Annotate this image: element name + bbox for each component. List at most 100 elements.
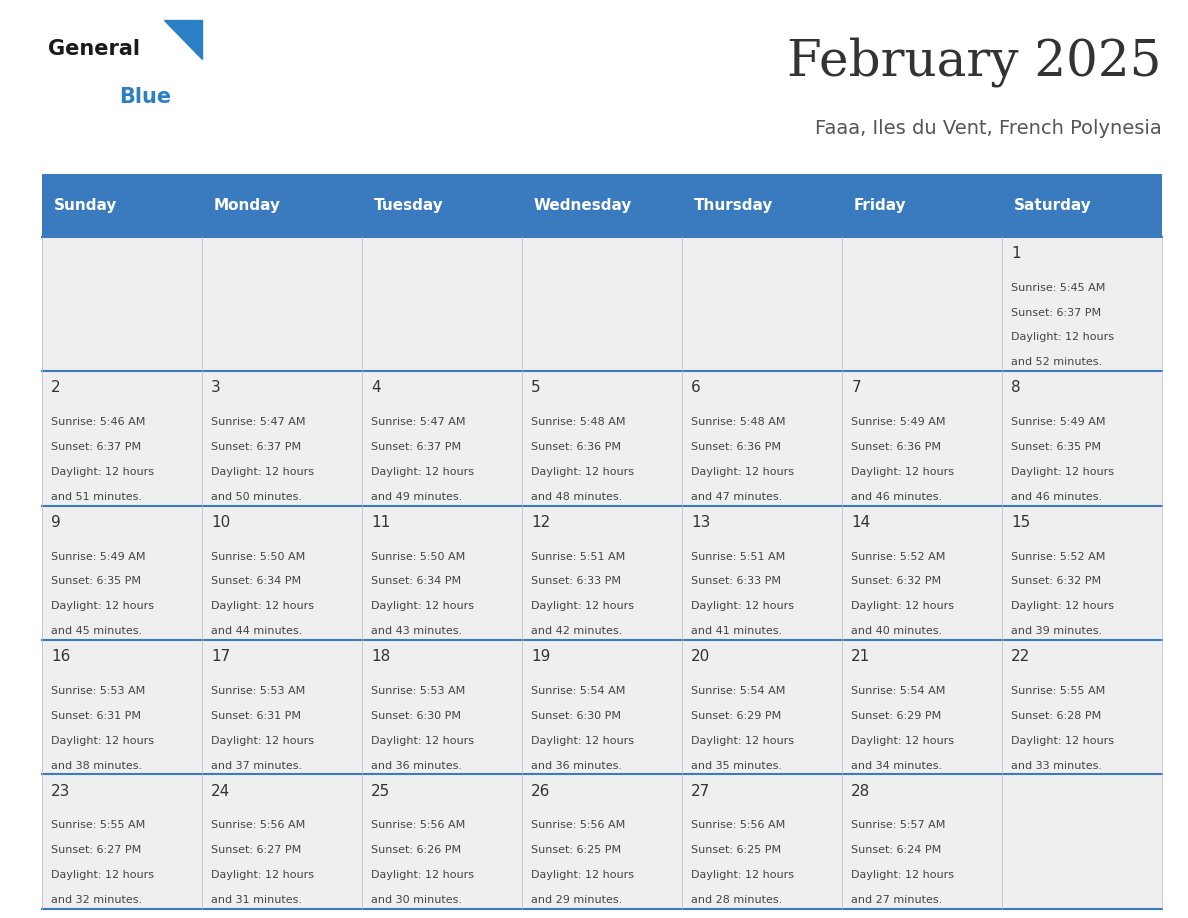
Text: Sunrise: 5:57 AM: Sunrise: 5:57 AM [852,821,946,830]
Text: Daylight: 12 hours: Daylight: 12 hours [51,735,154,745]
Text: Sunset: 6:30 PM: Sunset: 6:30 PM [371,711,461,721]
Text: Sunrise: 5:56 AM: Sunrise: 5:56 AM [211,821,305,830]
Text: Sunset: 6:31 PM: Sunset: 6:31 PM [211,711,301,721]
Text: Sunday: Sunday [53,198,116,213]
Text: Sunset: 6:24 PM: Sunset: 6:24 PM [852,845,942,856]
Text: Tuesday: Tuesday [373,198,443,213]
Text: Sunset: 6:28 PM: Sunset: 6:28 PM [1011,711,1101,721]
FancyBboxPatch shape [202,640,361,775]
Text: 7: 7 [852,380,861,396]
Text: and 50 minutes.: and 50 minutes. [211,492,302,502]
Text: 23: 23 [51,784,70,799]
Text: Sunrise: 5:45 AM: Sunrise: 5:45 AM [1011,283,1106,293]
FancyBboxPatch shape [522,237,682,371]
Text: Wednesday: Wednesday [533,198,632,213]
Text: Monday: Monday [214,198,280,213]
Text: Sunset: 6:26 PM: Sunset: 6:26 PM [371,845,461,856]
Text: Sunrise: 5:53 AM: Sunrise: 5:53 AM [371,686,466,696]
Text: and 47 minutes.: and 47 minutes. [691,492,783,502]
Text: Sunset: 6:33 PM: Sunset: 6:33 PM [531,577,621,587]
Text: Daylight: 12 hours: Daylight: 12 hours [691,870,795,880]
Text: Sunrise: 5:49 AM: Sunrise: 5:49 AM [51,552,146,562]
Text: Daylight: 12 hours: Daylight: 12 hours [211,870,314,880]
Text: Daylight: 12 hours: Daylight: 12 hours [852,735,954,745]
Text: Sunset: 6:31 PM: Sunset: 6:31 PM [51,711,141,721]
Text: 21: 21 [852,649,871,665]
Text: Sunrise: 5:51 AM: Sunrise: 5:51 AM [691,552,785,562]
FancyBboxPatch shape [522,775,682,909]
Text: and 35 minutes.: and 35 minutes. [691,760,782,770]
FancyBboxPatch shape [361,371,522,506]
Text: Sunset: 6:27 PM: Sunset: 6:27 PM [211,845,302,856]
FancyBboxPatch shape [42,237,202,371]
Text: Sunrise: 5:52 AM: Sunrise: 5:52 AM [852,552,946,562]
Text: 4: 4 [371,380,381,396]
Text: Daylight: 12 hours: Daylight: 12 hours [531,467,634,476]
Text: Sunrise: 5:49 AM: Sunrise: 5:49 AM [1011,417,1106,427]
Text: 27: 27 [691,784,710,799]
Text: and 27 minutes.: and 27 minutes. [852,895,942,905]
Text: Sunrise: 5:48 AM: Sunrise: 5:48 AM [691,417,785,427]
FancyBboxPatch shape [202,775,361,909]
Text: Sunrise: 5:46 AM: Sunrise: 5:46 AM [51,417,145,427]
FancyBboxPatch shape [682,775,842,909]
Text: 14: 14 [852,515,871,530]
Text: Sunset: 6:33 PM: Sunset: 6:33 PM [691,577,782,587]
Text: and 33 minutes.: and 33 minutes. [1011,760,1102,770]
FancyBboxPatch shape [842,237,1001,371]
Text: Daylight: 12 hours: Daylight: 12 hours [1011,332,1114,342]
FancyBboxPatch shape [42,775,202,909]
Text: Sunset: 6:35 PM: Sunset: 6:35 PM [1011,442,1101,452]
Text: and 36 minutes.: and 36 minutes. [531,760,623,770]
Text: Thursday: Thursday [694,198,773,213]
Text: Sunset: 6:35 PM: Sunset: 6:35 PM [51,577,141,587]
Text: 17: 17 [211,649,230,665]
FancyBboxPatch shape [202,237,361,371]
Text: Daylight: 12 hours: Daylight: 12 hours [51,467,154,476]
Text: Daylight: 12 hours: Daylight: 12 hours [371,870,474,880]
Text: General: General [48,39,139,59]
Text: Daylight: 12 hours: Daylight: 12 hours [371,601,474,611]
Text: Daylight: 12 hours: Daylight: 12 hours [852,467,954,476]
Text: Sunrise: 5:55 AM: Sunrise: 5:55 AM [1011,686,1106,696]
Text: 25: 25 [371,784,391,799]
Text: 6: 6 [691,380,701,396]
Text: 16: 16 [51,649,70,665]
Text: Daylight: 12 hours: Daylight: 12 hours [691,735,795,745]
FancyBboxPatch shape [842,371,1001,506]
Text: 19: 19 [531,649,550,665]
Text: Daylight: 12 hours: Daylight: 12 hours [852,870,954,880]
Text: and 41 minutes.: and 41 minutes. [691,626,783,636]
Text: Daylight: 12 hours: Daylight: 12 hours [691,601,795,611]
Text: Daylight: 12 hours: Daylight: 12 hours [1011,467,1114,476]
Text: and 36 minutes.: and 36 minutes. [371,760,462,770]
Text: Daylight: 12 hours: Daylight: 12 hours [531,735,634,745]
FancyBboxPatch shape [202,371,361,506]
Text: and 51 minutes.: and 51 minutes. [51,492,143,502]
Text: Sunrise: 5:52 AM: Sunrise: 5:52 AM [1011,552,1106,562]
Text: Sunset: 6:32 PM: Sunset: 6:32 PM [852,577,941,587]
Text: 15: 15 [1011,515,1030,530]
Text: Sunrise: 5:50 AM: Sunrise: 5:50 AM [211,552,305,562]
FancyBboxPatch shape [682,237,842,371]
Text: Sunrise: 5:54 AM: Sunrise: 5:54 AM [852,686,946,696]
FancyBboxPatch shape [1001,640,1162,775]
FancyBboxPatch shape [522,506,682,640]
FancyBboxPatch shape [842,775,1001,909]
Text: Daylight: 12 hours: Daylight: 12 hours [51,870,154,880]
FancyBboxPatch shape [1001,371,1162,506]
Text: Daylight: 12 hours: Daylight: 12 hours [211,601,314,611]
Text: Sunrise: 5:47 AM: Sunrise: 5:47 AM [211,417,305,427]
FancyBboxPatch shape [682,640,842,775]
Text: Sunset: 6:36 PM: Sunset: 6:36 PM [852,442,941,452]
Text: 26: 26 [531,784,550,799]
Text: Daylight: 12 hours: Daylight: 12 hours [1011,735,1114,745]
Text: Sunrise: 5:54 AM: Sunrise: 5:54 AM [691,686,785,696]
Text: Sunset: 6:29 PM: Sunset: 6:29 PM [852,711,942,721]
Text: 24: 24 [211,784,230,799]
Text: Daylight: 12 hours: Daylight: 12 hours [531,870,634,880]
FancyBboxPatch shape [682,371,842,506]
Text: 13: 13 [691,515,710,530]
Text: Daylight: 12 hours: Daylight: 12 hours [371,735,474,745]
Text: and 46 minutes.: and 46 minutes. [1011,492,1102,502]
